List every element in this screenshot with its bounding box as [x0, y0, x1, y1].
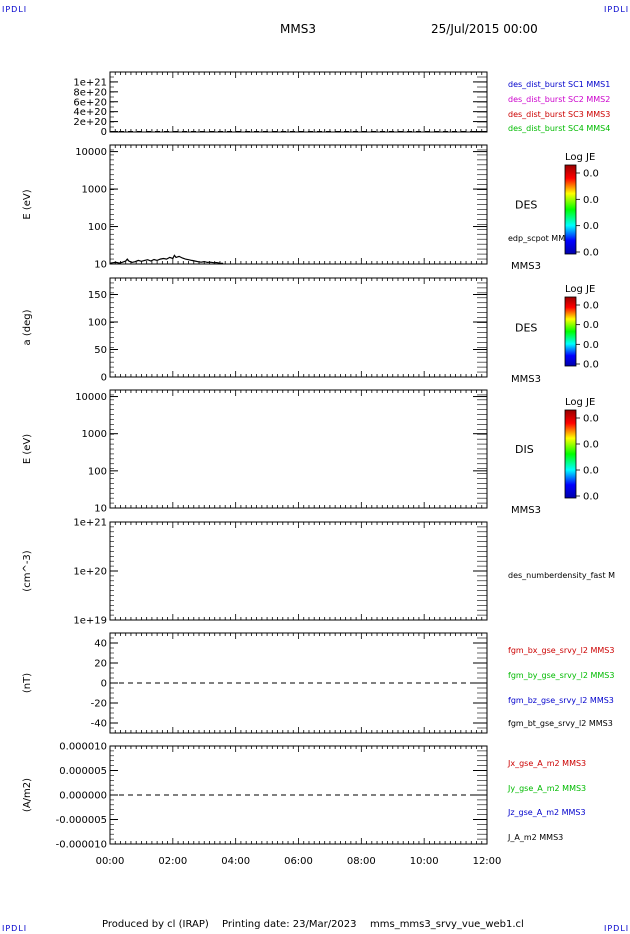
panel-3-colorbar-tick-label: 0.0	[583, 320, 599, 331]
panel-6-ytick-label: 20	[94, 659, 107, 670]
panel-4-ytick-label: 10000	[75, 392, 107, 403]
panel-6-legend-entry: fgm_bt_gse_srvy_l2 MMS3	[508, 719, 613, 728]
panel-1-legend-entry: des_dist_burst SC3 MMS3	[508, 110, 610, 119]
panel-6-ytick-label: -40	[91, 719, 107, 730]
panel-7-ytick-label: -0.000010	[56, 840, 107, 851]
panel-5-ytick-label: 1e+20	[73, 567, 107, 578]
panel-6-ylabel: (nT)	[22, 673, 33, 693]
panel-2-ytick-label: 10	[94, 260, 107, 271]
panel-3-colorbar-tick-label: 0.0	[583, 301, 599, 312]
panel-6-ytick-label: -20	[91, 699, 107, 710]
corner-tag-bottom-left: IPDLI	[2, 924, 28, 933]
panel-2-ytick-label: 1000	[82, 185, 107, 196]
panel-4-ytick-label: 100	[88, 466, 107, 477]
panel-4-species-label: DIS	[515, 443, 534, 456]
panel-7-ytick-label: 0.000010	[59, 742, 107, 753]
xaxis-tick-label: 04:00	[221, 856, 250, 867]
panel-6-legend-entry: fgm_bz_gse_srvy_l2 MMS3	[508, 696, 614, 705]
panel-3-ylabel: a (deg)	[22, 309, 33, 345]
panel-5-ytick-label: 1e+19	[73, 616, 107, 627]
panel-3-species-label: DES	[515, 322, 537, 335]
panel-2-colorbar-tick-label: 0.0	[583, 221, 599, 232]
panel-7-legend-entry: Jy_gse_A_m2 MMS3	[507, 784, 586, 793]
xaxis-tick-label: 02:00	[158, 856, 187, 867]
panel-1-ytick-label: 0	[101, 127, 107, 138]
panel-4-colorbar-tick-label: 0.0	[583, 466, 599, 477]
corner-tag-top-left: IPDLI	[2, 5, 28, 14]
footer-printing-date: Printing date: 23/Mar/2023	[222, 919, 357, 930]
panel-2-colorbar-tick-label: 0.0	[583, 169, 599, 180]
panel-3-ytick-label: 100	[88, 318, 107, 329]
panel-3-frame	[109, 277, 488, 378]
panel-4-ylabel: E (eV)	[22, 434, 33, 464]
footer-file: mms_mms3_srvy_vue_web1.cl	[370, 919, 524, 930]
panel-1-legend-entry: des_dist_burst SC2 MMS2	[508, 95, 610, 104]
panel-2-ytick-label: 10000	[75, 147, 107, 158]
panel-3-ytick-label: 150	[88, 290, 107, 301]
panel-6-legend-entry: fgm_bx_gse_srvy_l2 MMS3	[508, 646, 614, 655]
panel-1-legend-entry: des_dist_burst SC4 MMS4	[508, 124, 610, 133]
panel-7-ylabel: (A/m2)	[22, 778, 33, 812]
spacecraft-title: MMS3	[280, 22, 316, 36]
panel-3-colorbar-title: Log JE	[565, 284, 595, 295]
panel-7-ytick-label: 0.000000	[59, 791, 107, 802]
corner-tag-bottom-right: IPDLI	[604, 924, 630, 933]
panel-2-species-label: DES	[515, 199, 537, 212]
panel-2-ytick-label: 100	[88, 222, 107, 233]
panel-4-colorbar-tick-label: 0.0	[583, 492, 599, 503]
panel-5-ytick-label: 1e+21	[73, 518, 107, 529]
panel-5-legend-entry: des_numberdensity_fast M	[508, 571, 615, 580]
panel-2-legend-entry: edp_scpot MMS3	[508, 234, 575, 243]
panel-4-ytick-label: 10	[94, 504, 107, 515]
panel-4-spacecraft-label: MMS3	[511, 505, 541, 516]
panel-3-colorbar-tick-label: 0.0	[583, 340, 599, 351]
xaxis-tick-label: 12:00	[473, 856, 502, 867]
panel-6-legend-entry: fgm_by_gse_srvy_l2 MMS3	[508, 671, 614, 680]
panel-7-legend-entry: J_A_m2 MMS3	[507, 833, 563, 842]
panel-2-colorbar-title: Log JE	[565, 152, 595, 163]
panel-7-ytick-label: 0.000005	[59, 766, 107, 777]
panel-1-ytick-label: 4e+20	[73, 107, 107, 118]
panel-5-ylabel: (cm^-3)	[22, 550, 33, 591]
panel-4-colorbar	[564, 409, 577, 499]
panel-6-ytick-label: 40	[94, 639, 107, 650]
panel-1-frame	[109, 71, 488, 133]
panel-2-frame	[109, 144, 488, 265]
corner-tag-top-right: IPDLI	[604, 5, 630, 14]
xaxis-tick-label: 08:00	[347, 856, 376, 867]
panel-3-colorbar	[564, 296, 577, 367]
panel-1-ytick-label: 2e+20	[73, 117, 107, 128]
xaxis-tick-label: 10:00	[410, 856, 439, 867]
panel-5-frame	[109, 521, 488, 621]
xaxis-tick-label: 00:00	[96, 856, 125, 867]
xaxis-tick-label: 06:00	[284, 856, 313, 867]
panel-4-colorbar-tick-label: 0.0	[583, 440, 599, 451]
panel-2-colorbar-tick-label: 0.0	[583, 195, 599, 206]
panel-2-ylabel: E (eV)	[22, 189, 33, 219]
panel-3-ytick-label: 50	[94, 345, 107, 356]
panel-6-ytick-label: 0	[101, 679, 107, 690]
panel-4-colorbar-tick-label: 0.0	[583, 414, 599, 425]
panel-3-spacecraft-label: MMS3	[511, 374, 541, 385]
panel-2-colorbar	[564, 164, 577, 255]
panel-4-frame	[109, 389, 488, 509]
panel-7-ytick-label: -0.000005	[56, 815, 107, 826]
panel-1-ytick-label: 8e+20	[73, 87, 107, 98]
panel-4-ytick-label: 1000	[82, 429, 107, 440]
panel-1-ytick-label: 1e+21	[73, 77, 107, 88]
footer-produced: Produced by cl (IRAP)	[102, 919, 209, 930]
panel-2-spacecraft-label: MMS3	[511, 261, 541, 272]
panel-3-ytick-label: 0	[101, 373, 107, 384]
panel-7-legend-entry: Jz_gse_A_m2 MMS3	[507, 808, 586, 817]
panel-1-legend-entry: des_dist_burst SC1 MMS1	[508, 80, 610, 89]
panel-2-colorbar-tick-label: 0.0	[583, 248, 599, 259]
panel-1-ytick-label: 6e+20	[73, 97, 107, 108]
panel-3-colorbar-tick-label: 0.0	[583, 360, 599, 371]
panel-2-scpot-trace	[109, 254, 224, 264]
panel-7-legend-entry: Jx_gse_A_m2 MMS3	[507, 759, 586, 768]
date-title: 25/Jul/2015 00:00	[431, 22, 538, 36]
panel-4-colorbar-title: Log JE	[565, 397, 595, 408]
